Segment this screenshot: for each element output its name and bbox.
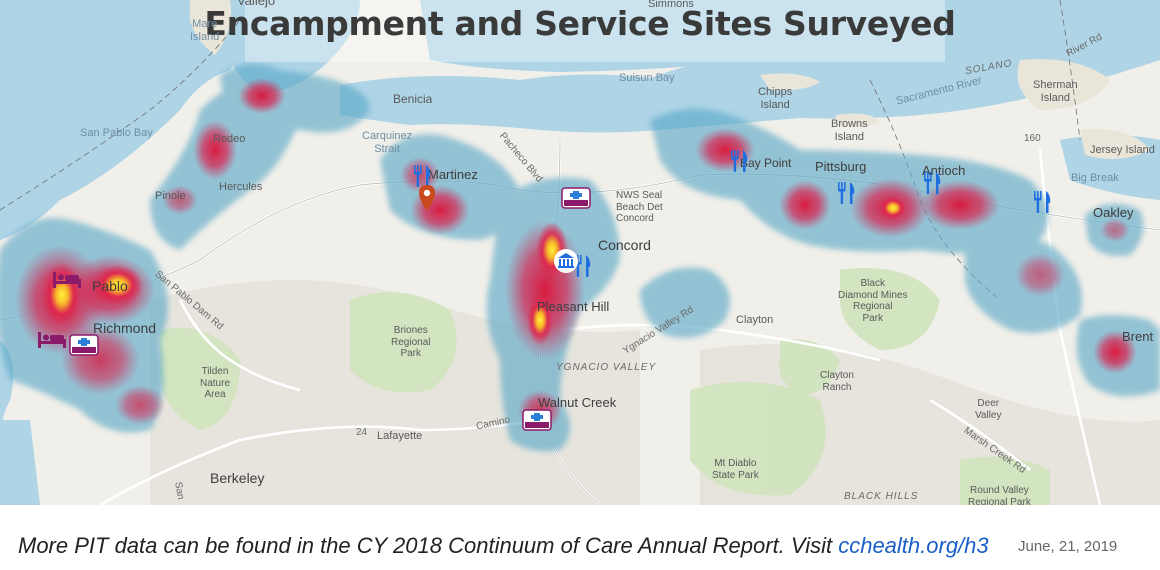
label-suisun-bay: Suisun Bay bbox=[619, 72, 675, 84]
label-hercules: Hercules bbox=[219, 181, 263, 193]
label-vallejo: Vallejo bbox=[237, 0, 276, 8]
label-chipps-island: Chipps Island bbox=[758, 86, 793, 111]
government-building-icon[interactable] bbox=[553, 248, 579, 274]
footer-date: June, 21, 2019 bbox=[1018, 538, 1118, 555]
label-carquinez-strait: Carquinez Strait bbox=[362, 130, 413, 155]
label-mare-island: Mare Island bbox=[190, 18, 220, 43]
label-big-break: Big Break bbox=[1071, 172, 1119, 184]
label-deer-valley: Deer Valley bbox=[975, 398, 1002, 421]
label-black-diamond: Black Diamond Mines Regional Park bbox=[838, 278, 908, 324]
fork-knife-icon[interactable] bbox=[728, 148, 752, 174]
footer: More PIT data can be found in the CY 201… bbox=[0, 505, 1160, 570]
label-black-hills: BLACK HILLS bbox=[844, 491, 919, 502]
fork-knife-icon[interactable] bbox=[835, 180, 859, 206]
fork-knife-icon[interactable] bbox=[921, 170, 945, 196]
label-walnut-creek: Walnut Creek bbox=[538, 395, 617, 410]
label-sherman-island: Sherman Island bbox=[1033, 79, 1078, 104]
map-pin-icon[interactable] bbox=[418, 184, 436, 212]
label-simmons: Simmons bbox=[648, 0, 694, 10]
map-view[interactable]: Encampment and Service Sites Surveyed Va… bbox=[0, 0, 1160, 505]
label-lafayette: Lafayette bbox=[377, 430, 423, 442]
fork-knife-icon[interactable] bbox=[411, 163, 435, 189]
label-antioch: Antioch bbox=[922, 163, 966, 178]
label-brentwood: Brent bbox=[1122, 329, 1154, 344]
label-clayton-ranch: Clayton Ranch bbox=[820, 370, 854, 393]
bed-icon[interactable] bbox=[37, 331, 67, 349]
label-briones: Briones Regional Park bbox=[391, 325, 431, 359]
label-jersey-island: Jersey Island bbox=[1090, 144, 1155, 156]
label-pinole: Pinole bbox=[155, 190, 186, 202]
footer-note-text: More PIT data can be found in the CY 201… bbox=[18, 533, 833, 558]
label-bay-point: Bay Point bbox=[740, 156, 792, 170]
label-martinez: Martinez bbox=[428, 167, 478, 182]
health-center-icon[interactable] bbox=[69, 334, 99, 356]
map-canvas bbox=[0, 0, 1160, 505]
footer-note: More PIT data can be found in the CY 201… bbox=[18, 533, 989, 559]
label-tilden: Tilden Nature Area bbox=[200, 366, 231, 400]
label-clayton: Clayton bbox=[736, 314, 774, 326]
label-hwy-160: 160 bbox=[1024, 133, 1041, 144]
label-hwy-24: 24 bbox=[356, 427, 368, 438]
label-nws: NWS Seal Beach Det Concord bbox=[616, 190, 663, 224]
report-link[interactable]: cchealth.org/h3 bbox=[838, 533, 989, 558]
label-pleasant-hill: Pleasant Hill bbox=[537, 299, 610, 314]
label-pittsburg: Pittsburg bbox=[815, 159, 867, 174]
label-mt-diablo: Mt Diablo State Park bbox=[712, 458, 759, 481]
label-san-pablo-bay: San Pablo Bay bbox=[80, 127, 153, 139]
label-benicia: Benicia bbox=[393, 92, 433, 106]
bed-icon[interactable] bbox=[52, 271, 82, 289]
label-ygnacio-valley: YGNACIO VALLEY bbox=[556, 362, 657, 373]
label-rodeo: Rodeo bbox=[213, 133, 246, 145]
label-round-valley: Round Valley Regional Park bbox=[968, 485, 1031, 505]
health-center-icon[interactable] bbox=[561, 187, 591, 209]
map-title: Encampment and Service Sites Surveyed bbox=[204, 4, 956, 43]
label-oakley: Oakley bbox=[1093, 205, 1134, 220]
label-concord: Concord bbox=[598, 237, 651, 253]
health-center-icon[interactable] bbox=[522, 409, 552, 431]
fork-knife-icon[interactable] bbox=[1031, 189, 1055, 215]
label-browns-island: Browns Island bbox=[831, 118, 868, 143]
label-berkeley: Berkeley bbox=[210, 470, 265, 486]
label-san-pablo: Pablo bbox=[92, 278, 128, 294]
label-richmond: Richmond bbox=[93, 320, 157, 336]
